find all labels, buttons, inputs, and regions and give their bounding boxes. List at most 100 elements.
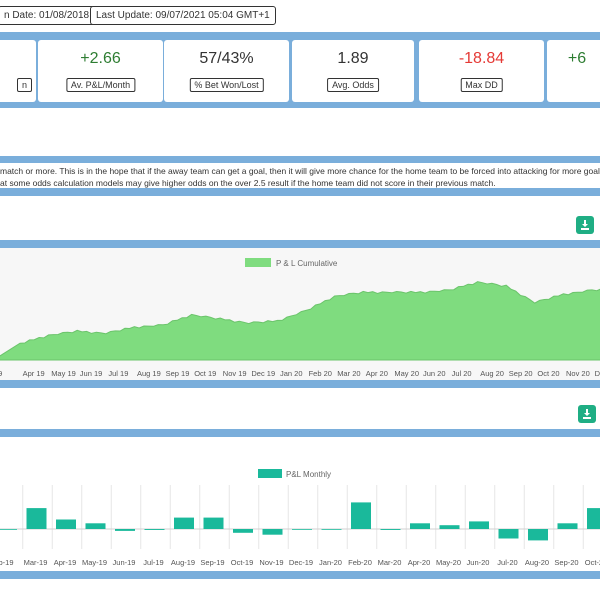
bar bbox=[203, 517, 224, 529]
x-tick-label: Sep-20 bbox=[554, 558, 578, 567]
download-button-cumulative[interactable] bbox=[576, 216, 594, 234]
x-tick-label: Jul 19 bbox=[108, 369, 128, 378]
bar bbox=[498, 529, 519, 539]
bar bbox=[115, 529, 135, 531]
bar bbox=[174, 517, 194, 529]
stat-label: Avg. Odds bbox=[327, 78, 379, 92]
x-tick-label: Jun-20 bbox=[467, 558, 490, 567]
legend-label: P&L Monthly bbox=[286, 470, 331, 479]
bar bbox=[26, 508, 47, 529]
x-tick-label: Jun 20 bbox=[423, 369, 446, 378]
info-panel bbox=[0, 108, 600, 156]
x-tick-label: Dec 20 bbox=[595, 369, 600, 378]
x-tick-label: Nov 19 bbox=[223, 369, 247, 378]
section-divider bbox=[0, 240, 600, 248]
legend-swatch bbox=[245, 258, 271, 267]
bar bbox=[233, 529, 253, 533]
stat-label: % Bet Won/Lost bbox=[189, 78, 264, 92]
x-tick-label: Apr 19 bbox=[23, 369, 45, 378]
join-date-badge: n Date: 01/08/2018 bbox=[0, 6, 96, 25]
x-tick-label: Oct 20 bbox=[537, 369, 559, 378]
x-tick-label: Aug 20 bbox=[480, 369, 504, 378]
x-tick-label: Feb-20 bbox=[348, 558, 372, 567]
x-tick-label: Sep 19 bbox=[166, 369, 190, 378]
bar bbox=[557, 523, 578, 529]
stat-card: 1.89 Avg. Odds bbox=[292, 40, 414, 102]
bar bbox=[144, 529, 165, 530]
bar bbox=[351, 502, 371, 529]
stat-label: Max DD bbox=[460, 78, 503, 92]
x-tick-label: Oct-20 bbox=[585, 558, 600, 567]
bar bbox=[439, 525, 460, 529]
x-tick-label: Aug-19 bbox=[171, 558, 195, 567]
bar bbox=[469, 521, 489, 529]
x-tick-label: Oct 19 bbox=[194, 369, 216, 378]
section-divider bbox=[0, 156, 600, 163]
x-tick-label: Jul-20 bbox=[497, 558, 517, 567]
monthly-chart-panel: P&L Monthly b-19 Mar-19 Apr-19 May-19 Jun-19 J… bbox=[0, 437, 600, 571]
bar bbox=[321, 529, 342, 530]
x-tick-label: 19 bbox=[0, 369, 2, 378]
bar bbox=[410, 523, 430, 529]
x-tick-label: Jan 20 bbox=[280, 369, 303, 378]
x-tick-label: Aug 19 bbox=[137, 369, 161, 378]
section-divider bbox=[0, 429, 600, 437]
x-tick-label: Sep 20 bbox=[509, 369, 533, 378]
x-tick-label: Apr 20 bbox=[366, 369, 388, 378]
stat-value: 1.89 bbox=[337, 50, 369, 67]
x-tick-label: Dec 19 bbox=[251, 369, 275, 378]
stat-card: +2.66 Av. P&L/Month bbox=[38, 40, 163, 102]
bar bbox=[380, 529, 401, 530]
section-divider bbox=[0, 188, 600, 196]
bar bbox=[262, 529, 283, 535]
strategy-description: match or more. This is in the hope that … bbox=[0, 165, 600, 189]
x-tick-label: Mar 20 bbox=[337, 369, 360, 378]
x-tick-label: Mar-20 bbox=[378, 558, 402, 567]
stat-value: +2.66 bbox=[80, 50, 121, 67]
stat-value: +6 bbox=[567, 50, 587, 67]
description-line-2: at some odds calculation models may give… bbox=[0, 178, 496, 188]
cumulative-area bbox=[0, 281, 600, 361]
stat-value: 57/43% bbox=[199, 50, 254, 67]
legend-swatch bbox=[258, 469, 282, 478]
stat-card: -18.84 Max DD bbox=[419, 40, 544, 102]
x-tick-label: b-19 bbox=[0, 558, 14, 567]
download-icon bbox=[581, 220, 589, 230]
x-tick-label: Jun-19 bbox=[113, 558, 136, 567]
bar bbox=[528, 529, 548, 541]
stat-value: -18.84 bbox=[458, 50, 505, 67]
x-tick-label: Apr-19 bbox=[54, 558, 77, 567]
x-tick-label: Aug-20 bbox=[525, 558, 549, 567]
stat-card: 57/43% % Bet Won/Lost bbox=[164, 40, 289, 102]
bar bbox=[85, 523, 106, 529]
x-tick-label: Feb 20 bbox=[309, 369, 332, 378]
x-tick-label: Apr-20 bbox=[408, 558, 431, 567]
x-tick-label: May-19 bbox=[82, 558, 107, 567]
monthly-pnl-chart: P&L Monthly b-19 Mar-19 Apr-19 May-19 Jun-19 J… bbox=[0, 469, 600, 567]
cumulative-chart-panel: P & L Cumulative 19 Apr 19 May 19 Jun 19 Jul … bbox=[0, 248, 600, 380]
legend-label: P & L Cumulative bbox=[276, 259, 338, 268]
stat-card: n bbox=[0, 40, 36, 102]
x-tick-label: Nov 20 bbox=[566, 369, 590, 378]
x-tick-label: May-20 bbox=[436, 558, 461, 567]
x-tick-label: Oct-19 bbox=[231, 558, 254, 567]
x-tick-label: Nov-19 bbox=[259, 558, 283, 567]
stat-label: Av. P&L/Month bbox=[65, 78, 136, 92]
bar bbox=[56, 519, 76, 529]
description-line-1: match or more. This is in the hope that … bbox=[0, 166, 600, 176]
section-divider bbox=[0, 571, 600, 579]
last-update-badge: Last Update: 09/07/2021 05:04 GMT+1 bbox=[90, 6, 276, 25]
x-tick-label: Dec-19 bbox=[289, 558, 313, 567]
x-tick-label: May 20 bbox=[394, 369, 419, 378]
x-tick-label: Jul 20 bbox=[452, 369, 472, 378]
cumulative-pnl-chart: P & L Cumulative 19 Apr 19 May 19 Jun 19 Jul … bbox=[0, 258, 600, 378]
x-tick-label: Jun 19 bbox=[80, 369, 103, 378]
x-tick-label: May 19 bbox=[51, 369, 76, 378]
x-tick-label: Mar-19 bbox=[24, 558, 48, 567]
section-divider bbox=[0, 380, 600, 388]
bar bbox=[0, 529, 17, 530]
download-button-monthly[interactable] bbox=[578, 405, 596, 423]
bar bbox=[587, 508, 600, 529]
stat-card: +6 bbox=[547, 40, 600, 102]
download-icon bbox=[583, 409, 591, 419]
